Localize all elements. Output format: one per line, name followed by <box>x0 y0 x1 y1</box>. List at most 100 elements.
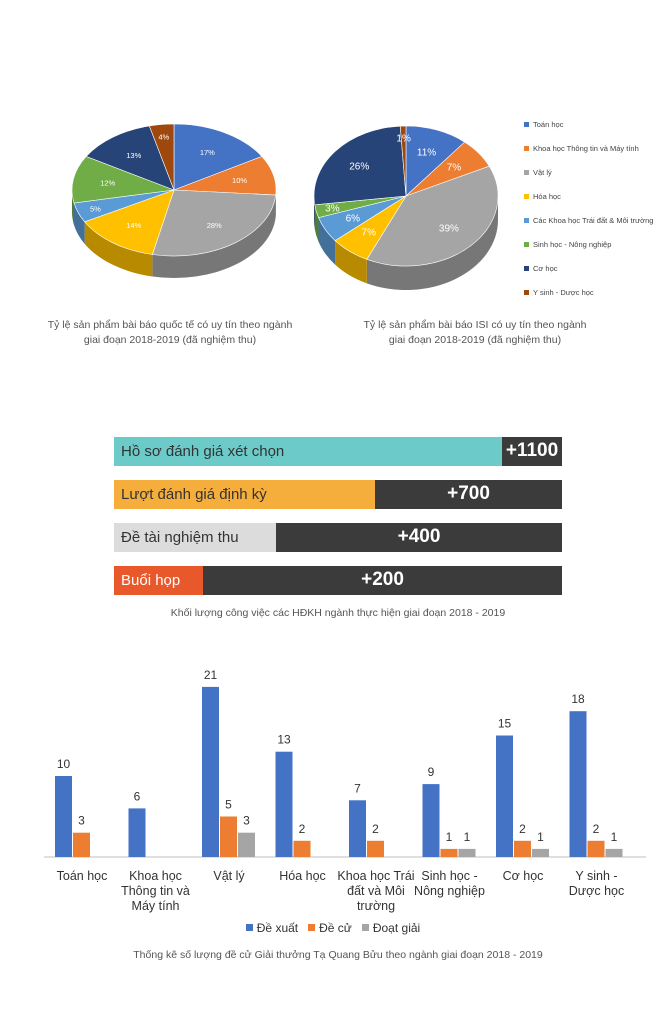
workload-bar-fill <box>114 437 502 466</box>
bar <box>569 711 587 857</box>
workload-bar: Đề tài nghiệm thu +400 <box>114 523 562 552</box>
pie-side <box>72 190 74 225</box>
legend-label: Đề cử <box>319 920 352 935</box>
legend-swatch <box>361 924 369 931</box>
workload-bar-fill <box>114 566 203 595</box>
bar <box>238 832 255 857</box>
pie-slice <box>85 125 175 191</box>
legend-item: Sinh học - Nông nghiệp <box>524 240 611 249</box>
legend-swatch <box>245 924 253 931</box>
legend-item: Đề xuất <box>245 920 299 935</box>
bar <box>532 848 549 857</box>
bar-value-label: 2 <box>519 822 526 836</box>
bar <box>496 735 513 857</box>
bar-value-label: 2 <box>593 822 600 836</box>
pie-pct-label: 3% <box>325 204 340 215</box>
workload-bar-fill <box>114 523 276 552</box>
pie-side <box>366 196 498 290</box>
pie-side <box>84 221 153 277</box>
bar <box>55 776 72 857</box>
bar-value-label: 18 <box>571 692 585 706</box>
pie-pct-label: 11% <box>417 148 436 159</box>
pie-slice <box>71 156 175 204</box>
bar-value-label: 1 <box>464 830 471 844</box>
bar <box>514 840 531 857</box>
workload-bar-value: +400 <box>397 526 441 547</box>
category-label: Khoa học <box>129 869 182 883</box>
workload-bar-value: +700 <box>447 483 490 504</box>
pie-slice <box>313 125 407 206</box>
pie-pct-label: 28% <box>207 221 222 230</box>
legend-item: Hóa học <box>524 192 561 201</box>
legend-item: Cơ học <box>524 264 558 273</box>
legend-swatch <box>308 924 316 931</box>
bar-value-label: 21 <box>204 668 218 682</box>
legend-swatch <box>524 170 529 175</box>
category-label: Vật lý <box>213 869 245 883</box>
pie-chart-2: 11%7%39%7%6%3%26%1% <box>313 125 499 290</box>
legend-label: Sinh học - Nông nghiệp <box>533 240 612 249</box>
legend-label: Đoạt giải <box>372 920 421 935</box>
pie-pct-label: 39% <box>439 224 459 235</box>
pie-pct-label: 12% <box>100 179 115 188</box>
bar-value-label: 9 <box>428 765 435 779</box>
legend-label: Đề xuất <box>256 920 299 935</box>
bar-value-label: 3 <box>78 814 85 828</box>
pie-slice <box>399 125 407 197</box>
pie-pct-label: 14% <box>126 221 141 230</box>
legend-label: Vật lý <box>533 168 552 177</box>
workload-bar: Buổi họp +200 <box>114 566 562 595</box>
bar <box>73 832 90 857</box>
category-label: Máy tính <box>132 899 180 913</box>
workload-bar-label: Đề tài nghiệm thu <box>121 529 239 546</box>
pie-pct-label: 10% <box>232 176 247 185</box>
workload-bar-fill <box>114 480 375 509</box>
bar-value-label: 2 <box>372 822 379 836</box>
legend-item: Đề cử <box>308 921 352 935</box>
bar <box>367 840 384 857</box>
legend-item: Khoa học Thông tin và Máy tính <box>524 144 639 153</box>
pie-chart-1: 17% 10% 28% 14% 5% 12% 13% 4% <box>71 123 277 278</box>
pie-slice <box>173 123 263 191</box>
workload-caption: Khối lượng công việc các HĐKH ngành thực… <box>170 607 506 619</box>
pie-slice <box>366 165 499 267</box>
bar-value-label: 7 <box>354 781 361 795</box>
legend-item: Vật lý <box>524 168 552 177</box>
bar-value-label: 1 <box>446 830 453 844</box>
workload-bar-label: Hồ sơ đánh giá xét chọn <box>121 443 285 460</box>
category-label: Cơ học <box>503 869 544 883</box>
bar <box>128 808 146 857</box>
bar-value-label: 2 <box>299 822 306 836</box>
legend-label: Toán học <box>533 120 564 129</box>
category-label: Hóa học <box>279 869 326 883</box>
legend-swatch <box>524 266 529 271</box>
pie-pct-label: 17% <box>200 148 215 157</box>
legend-item: Các Khoa học Trái đất & Môi trường <box>524 216 653 225</box>
workload-bar: Lượt đánh giá định kỳ +700 <box>114 480 562 509</box>
bar <box>349 800 366 857</box>
workload-bar: Hồ sơ đánh giá xét chọn +1100 <box>114 437 562 466</box>
workload-bar-label: Lượt đánh giá định kỳ <box>121 486 267 503</box>
pie-slice <box>148 123 175 191</box>
legend-item: Toán học <box>524 120 563 129</box>
bar <box>293 840 311 857</box>
workload-bar-value: +1100 <box>505 440 559 461</box>
bar-value-label: 13 <box>277 733 291 747</box>
category-label: Thông tin và <box>121 884 190 898</box>
bar-value-label: 5 <box>225 798 232 812</box>
pie-pct-label: 13% <box>126 151 141 160</box>
bar-value-label: 1 <box>537 830 544 844</box>
legend-label: Khoa học Thông tin và Máy tính <box>533 144 639 153</box>
category-label: Toán học <box>57 869 108 883</box>
workload-bar-value: +200 <box>361 569 404 590</box>
legend-swatch <box>524 290 529 295</box>
legend-swatch <box>524 242 529 247</box>
legend-label: Cơ học <box>533 264 558 273</box>
bar <box>422 784 440 857</box>
pie-slice <box>84 189 175 255</box>
legend-swatch <box>524 122 529 127</box>
pie-side <box>335 240 367 284</box>
bar-value-label: 10 <box>57 757 71 771</box>
pie-chart-2-legend: Toán học Khoa học Thông tin và Máy tính Vậ… <box>524 120 664 305</box>
legend-item: Y sinh - Dược học <box>524 288 594 297</box>
